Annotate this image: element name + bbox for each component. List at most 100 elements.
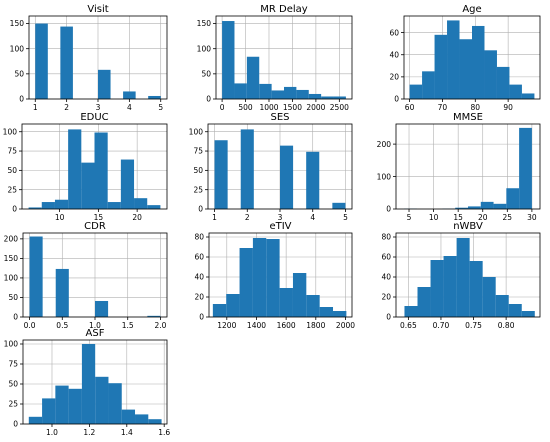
histogram-bar	[60, 26, 73, 99]
histogram-bar	[455, 207, 468, 209]
x-tick-label: 500	[238, 103, 253, 112]
y-tick-label: 50	[201, 70, 211, 79]
histogram-bar	[422, 71, 435, 99]
y-tick-label: 50	[193, 166, 203, 175]
x-tick-label: 1.0	[46, 428, 58, 437]
y-tick-label: 0	[12, 205, 17, 214]
x-tick-label: 2.0	[154, 321, 166, 330]
y-tick-label: 75	[193, 147, 203, 156]
histogram-bar	[484, 50, 497, 99]
x-tick-label: 2500	[330, 103, 349, 112]
subplot-mr-delay: 0 500 1000 1500 2000 2500 0 50 100 150 MR Delay	[197, 4, 353, 112]
histogram-bar	[108, 383, 122, 424]
histogram-bar	[434, 34, 448, 99]
y-tick-label: 100	[4, 340, 19, 349]
histogram-bar	[493, 203, 507, 209]
x-tick-label: 10	[429, 213, 439, 222]
y-tick-label: 0	[19, 95, 24, 104]
histogram-bar	[506, 188, 520, 209]
histogram-bar	[94, 132, 108, 209]
histogram-bar	[226, 294, 240, 317]
histogram-bar	[68, 129, 82, 209]
subplot-title: SES	[270, 112, 289, 123]
histogram-bar	[321, 96, 334, 99]
y-tick-label: 150	[10, 19, 25, 28]
histogram-bar	[456, 238, 470, 317]
x-tick-label: 1.6	[158, 428, 170, 437]
x-tick-label: 20	[132, 213, 142, 222]
y-tick-label: 75	[7, 147, 17, 156]
subplot-title: MR Delay	[260, 4, 308, 15]
histogram-bar	[41, 202, 55, 209]
axes-frame	[208, 232, 353, 318]
histogram-bar	[496, 66, 510, 99]
y-tick-label: 40	[389, 50, 399, 59]
histogram-bar	[271, 90, 284, 99]
axes-frame	[395, 232, 541, 318]
x-tick-label: 1000	[259, 103, 278, 112]
y-tick-label: 20	[389, 73, 399, 82]
x-tick-label: 60	[405, 103, 415, 112]
histogram-bar	[404, 306, 418, 317]
x-tick-label: 5	[407, 213, 412, 222]
y-tick-label: 0	[199, 313, 204, 322]
histogram-bar	[240, 129, 254, 209]
histogram-bar	[55, 268, 69, 317]
x-tick-label: 10	[55, 213, 65, 222]
histogram-bar	[95, 300, 109, 317]
y-tick-label: 20	[381, 293, 391, 302]
histogram-bar	[147, 205, 161, 209]
y-tick-label: 25	[193, 185, 203, 194]
x-tick-label: 80	[471, 103, 481, 112]
x-tick-label: 1.0	[89, 321, 101, 330]
y-tick-label: 0	[386, 205, 391, 214]
histogram-bar	[222, 21, 235, 99]
histogram-bar	[266, 239, 280, 317]
histogram-bar	[246, 56, 260, 99]
histogram-bar	[508, 304, 522, 317]
x-tick-label: 2	[64, 103, 69, 112]
histogram-bar	[472, 25, 485, 99]
histogram-bar	[430, 260, 444, 317]
histogram-bar	[120, 159, 135, 209]
y-tick-label: 50	[14, 70, 24, 79]
x-tick-label: 0.70	[433, 321, 450, 330]
histogram-bar	[306, 295, 320, 317]
y-tick-label: 200	[4, 235, 19, 244]
x-tick-label: 70	[438, 103, 448, 112]
x-tick-label: 1600	[277, 321, 296, 330]
x-tick-label: 1500	[283, 103, 302, 112]
histogram-bar	[459, 39, 472, 99]
subplot-age: 60 70 80 90 0 20 40 60 Age	[389, 4, 541, 112]
y-tick-label: 60	[381, 253, 391, 262]
subplot-title: Visit	[87, 4, 108, 15]
x-tick-label: 1200	[217, 321, 236, 330]
x-tick-label: 0.75	[465, 321, 482, 330]
y-tick-label: 50	[7, 166, 17, 175]
histogram-bar	[98, 69, 111, 99]
histogram-bar	[284, 86, 297, 99]
x-tick-label: 2	[245, 213, 250, 222]
subplot-title: ASF	[86, 328, 105, 339]
histogram-bar	[469, 261, 483, 317]
histogram-bar	[134, 198, 148, 209]
y-tick-label: 0	[13, 420, 18, 429]
y-tick-label: 75	[8, 360, 18, 369]
histogram-bar	[212, 304, 227, 317]
axes-frame	[403, 15, 541, 100]
y-tick-label: 200	[377, 140, 392, 149]
histogram-bar	[29, 236, 43, 317]
x-tick-label: 0.5	[56, 321, 68, 330]
histogram-bar	[42, 398, 56, 424]
x-tick-label: 0.65	[400, 321, 417, 330]
histogram-bar	[482, 277, 496, 317]
histogram-bar	[519, 127, 532, 209]
x-tick-label: 1.4	[121, 428, 133, 437]
x-tick-label: 3	[96, 103, 101, 112]
subplot-educ: 10 15 20 0 25 50 75 100 EDUC	[3, 112, 168, 222]
histogram-bar	[135, 414, 149, 424]
x-tick-label: 0.80	[498, 321, 515, 330]
subplot-etiv: 1200 1400 1600 1800 2000 0 20 40 60 80 eTIV	[194, 221, 355, 330]
